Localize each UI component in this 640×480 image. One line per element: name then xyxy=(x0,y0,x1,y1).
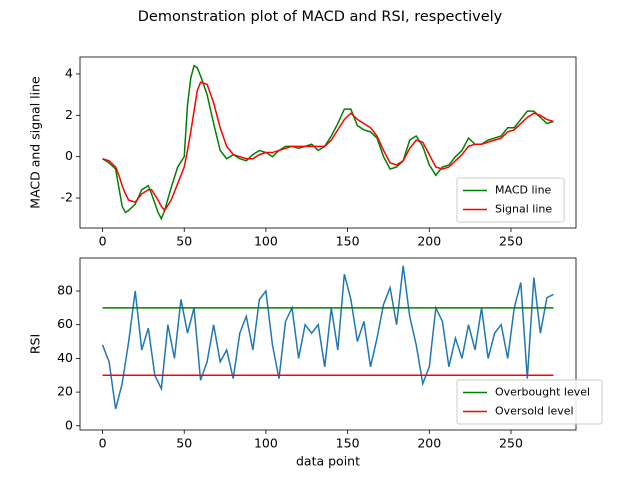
y-tick-label: 40 xyxy=(57,350,73,365)
axes-frame xyxy=(79,56,577,229)
y-tick-label: 0 xyxy=(65,417,73,432)
x-tick-label: 200 xyxy=(417,436,441,451)
x-axis-label: data point xyxy=(296,454,360,469)
legend-label: Signal line xyxy=(495,203,552,216)
legend: Overbought level Oversold level xyxy=(456,379,603,425)
x-tick-label: 100 xyxy=(254,436,278,451)
y-tick-label: -2 xyxy=(61,190,73,205)
x-tick-label: 0 xyxy=(99,436,107,451)
legend-label: MACD line xyxy=(495,184,552,197)
y-tick-label: 80 xyxy=(57,283,73,298)
y-axis-label: RSI xyxy=(28,334,43,354)
y-tick-label: 20 xyxy=(57,384,73,399)
legend-frame xyxy=(456,379,603,425)
x-tick-label: 250 xyxy=(499,234,523,249)
legend-label: Oversold level xyxy=(495,405,574,418)
legend-label: Overbought level xyxy=(495,386,590,399)
x-tick-label: 50 xyxy=(176,436,192,451)
x-tick-label: 150 xyxy=(336,436,360,451)
series-line xyxy=(101,265,554,410)
figure-title: Demonstration plot of MACD and RSI, resp… xyxy=(138,9,503,25)
legend: MACD line Signal line xyxy=(456,177,565,223)
legend-frame xyxy=(456,177,565,223)
y-tick-label: 0 xyxy=(65,148,73,163)
series-line xyxy=(102,64,554,221)
y-tick-label: 60 xyxy=(57,316,73,331)
x-tick-label: 100 xyxy=(254,234,278,249)
y-axis-label: MACD and signal line xyxy=(28,76,43,209)
y-tick-label: 2 xyxy=(65,107,73,122)
x-tick-label: 0 xyxy=(99,234,107,249)
x-tick-label: 250 xyxy=(499,436,523,451)
x-tick-label: 200 xyxy=(417,234,441,249)
y-tick-label: 4 xyxy=(65,65,73,80)
series-line xyxy=(102,81,554,212)
x-tick-label: 150 xyxy=(336,234,360,249)
x-tick-label: 50 xyxy=(176,234,192,249)
axes-frame xyxy=(79,257,577,431)
